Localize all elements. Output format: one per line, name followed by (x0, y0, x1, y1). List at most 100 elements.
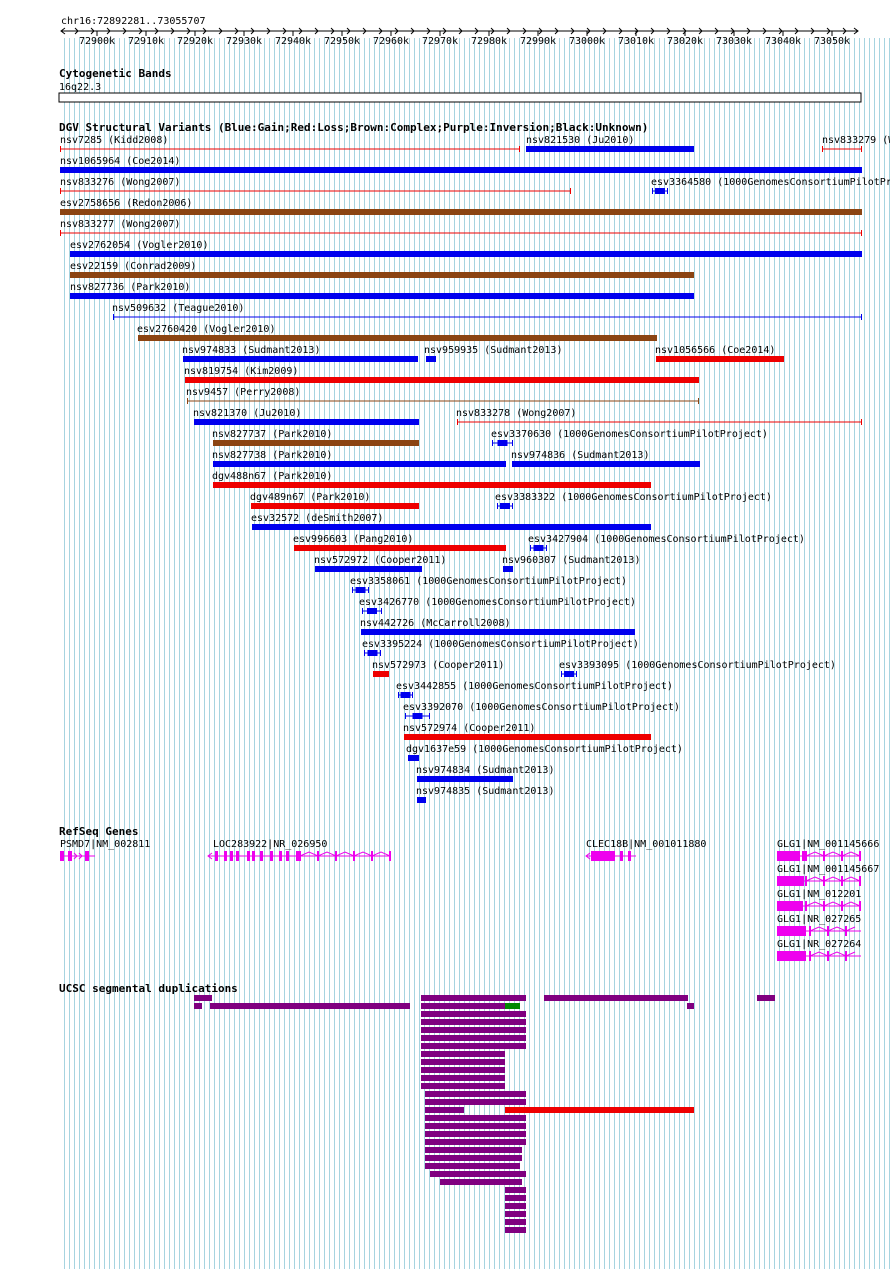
dgv-variant-bar (60, 209, 862, 215)
dgv-variant-bar (213, 461, 506, 467)
segdup-block (430, 1171, 526, 1177)
gene-exon (215, 851, 218, 861)
gene-exon (230, 851, 233, 861)
dgv-variant: esv3442855 (1000GenomesConsortiumPilotPr… (396, 681, 673, 698)
dgv-variant-label: nsv974836 (Sudmant2013) (511, 450, 649, 461)
dgv-variant: nsv821370 (Ju2010) (193, 408, 419, 425)
dgv-variant-bar (404, 734, 651, 740)
dgv-variant-label: nsv572973 (Cooper2011) (372, 660, 504, 671)
gene-intron-hat (805, 876, 861, 882)
dgv-variant-bar (138, 335, 657, 341)
segdup-block (421, 995, 526, 1001)
ruler-arrows (74, 27, 847, 35)
ruler-arrow-icon (698, 27, 703, 35)
refseq-gene: GLG1|NR_027264 (777, 939, 861, 961)
strand-arrow-icon (78, 852, 83, 860)
dgv-variant-bar (252, 524, 651, 530)
ruler-arrow-icon (298, 27, 303, 35)
ruler-arrow-icon (442, 27, 447, 35)
gene-exon (777, 851, 800, 861)
gene-exon (236, 851, 239, 861)
gene-exon (823, 901, 825, 911)
dgv-variant-bar (70, 251, 862, 257)
gene-exon (805, 851, 807, 861)
ruler-ticks: 72900k 72910k 72920k 72930k 72940k 72950k 7296… (79, 31, 850, 47)
segdup-block (421, 1051, 505, 1057)
dgv-variant: nsv974834 (Sudmant2013) (416, 765, 554, 782)
dgv-variant-label: nsv572974 (Cooper2011) (403, 723, 535, 734)
segdup-block (425, 1147, 522, 1153)
dgv-title: DGV Structural Variants (Blue:Gain;Red:L… (59, 121, 648, 134)
ruler-arrow-icon (602, 27, 607, 35)
dgv-variant: dgv489n67 (Park2010) (250, 492, 419, 509)
dgv-variant-label: nsv833279 (Wong2007) (822, 135, 890, 146)
dgv-variant-label: nsv827738 (Park2010) (212, 450, 332, 461)
cytoband-bar (58, 92, 862, 103)
segdup-title: UCSC segmental duplications (59, 982, 238, 995)
dgv-variant-bar (194, 419, 419, 425)
gene-exon (389, 851, 391, 861)
segdup-track[interactable]: UCSC segmental duplications (59, 982, 775, 1233)
ruler-arrow-icon (746, 27, 751, 35)
dgv-variant: esv3393095 (1000GenomesConsortiumPilotPr… (559, 660, 836, 677)
ruler-arrow-icon (330, 27, 335, 35)
segdup-block (421, 1003, 505, 1009)
dgv-variant-bar (367, 650, 378, 656)
dgv-variant-label: nsv974834 (Sudmant2013) (416, 765, 554, 776)
gene-exon (805, 901, 807, 911)
gene-exon (371, 851, 373, 861)
segdup-block (421, 1043, 526, 1049)
dgv-variant-bar (251, 503, 419, 509)
segdup-block (421, 1019, 526, 1025)
gene-exon (841, 876, 843, 886)
cytoband-track[interactable]: Cytogenetic Bands 16q22.3 (58, 67, 862, 103)
segdup-block (687, 1003, 694, 1009)
ruler-arrow-icon (682, 27, 687, 35)
gene-exon (859, 876, 861, 886)
dgv-variant-label: dgv488n67 (Park2010) (212, 471, 332, 482)
gene-exon (809, 926, 811, 936)
ruler-tick-label: 73000k (569, 36, 605, 47)
gene-exon (841, 901, 843, 911)
dgv-variant: nsv833278 (Wong2007) (456, 408, 862, 425)
dgv-variant-label: esv996603 (Pang2010) (293, 534, 413, 545)
ruler-arrow-icon (346, 27, 351, 35)
segdup-block (421, 1035, 526, 1041)
segdup-block (505, 1211, 526, 1217)
dgv-variant: nsv7285 (Kidd2008) (60, 135, 520, 152)
gene-intron-hat (805, 901, 861, 907)
position-ruler[interactable]: chr16:72892281..73055707 72900k 72910k 729… (60, 16, 859, 47)
gene-exon (279, 851, 282, 861)
refseq-gene-label: GLG1|NM_012201 (777, 889, 861, 900)
segdup-block (425, 1163, 520, 1169)
dgv-variant-label: esv2760420 (Vogler2010) (137, 324, 275, 335)
gene-exon (827, 951, 829, 961)
ruler-arrow-icon (74, 27, 79, 35)
gene-exon (845, 926, 847, 936)
strand-arrow-icon (585, 852, 591, 860)
region-label: chr16:72892281..73055707 (61, 16, 206, 27)
gene-exon (68, 851, 72, 861)
gene-exon (859, 901, 861, 911)
gene-intron-hat (299, 851, 391, 857)
ruler-arrow-icon (842, 27, 847, 35)
gene-exon (335, 851, 337, 861)
ruler-tick-label: 73040k (765, 36, 801, 47)
dgv-variant-bar (315, 566, 422, 572)
ruler-tick-label: 72990k (520, 36, 556, 47)
ruler-arrow-icon (794, 27, 799, 35)
segdup-block (505, 1195, 526, 1201)
dgv-track[interactable]: DGV Structural Variants (Blue:Gain;Red:L… (59, 121, 890, 803)
segdup-block (425, 1139, 526, 1145)
gene-exon (353, 851, 355, 861)
dgv-variant-bar (373, 671, 389, 677)
dgv-variant-bar (213, 440, 419, 446)
gene-exon (802, 851, 806, 861)
dgv-variant: esv22159 (Conrad2009) (70, 261, 694, 278)
dgv-variant-label: nsv959935 (Sudmant2013) (424, 345, 562, 356)
gene-exon (859, 851, 861, 861)
ruler-arrow-icon (570, 27, 575, 35)
refseq-track[interactable]: RefSeq Genes PSMD7|NM_002811 LOC283922|NR… (59, 825, 879, 961)
refseq-gene-label: CLEC18B|NM_001011880 (586, 839, 706, 850)
cytoband-label: 16q22.3 (59, 82, 101, 93)
